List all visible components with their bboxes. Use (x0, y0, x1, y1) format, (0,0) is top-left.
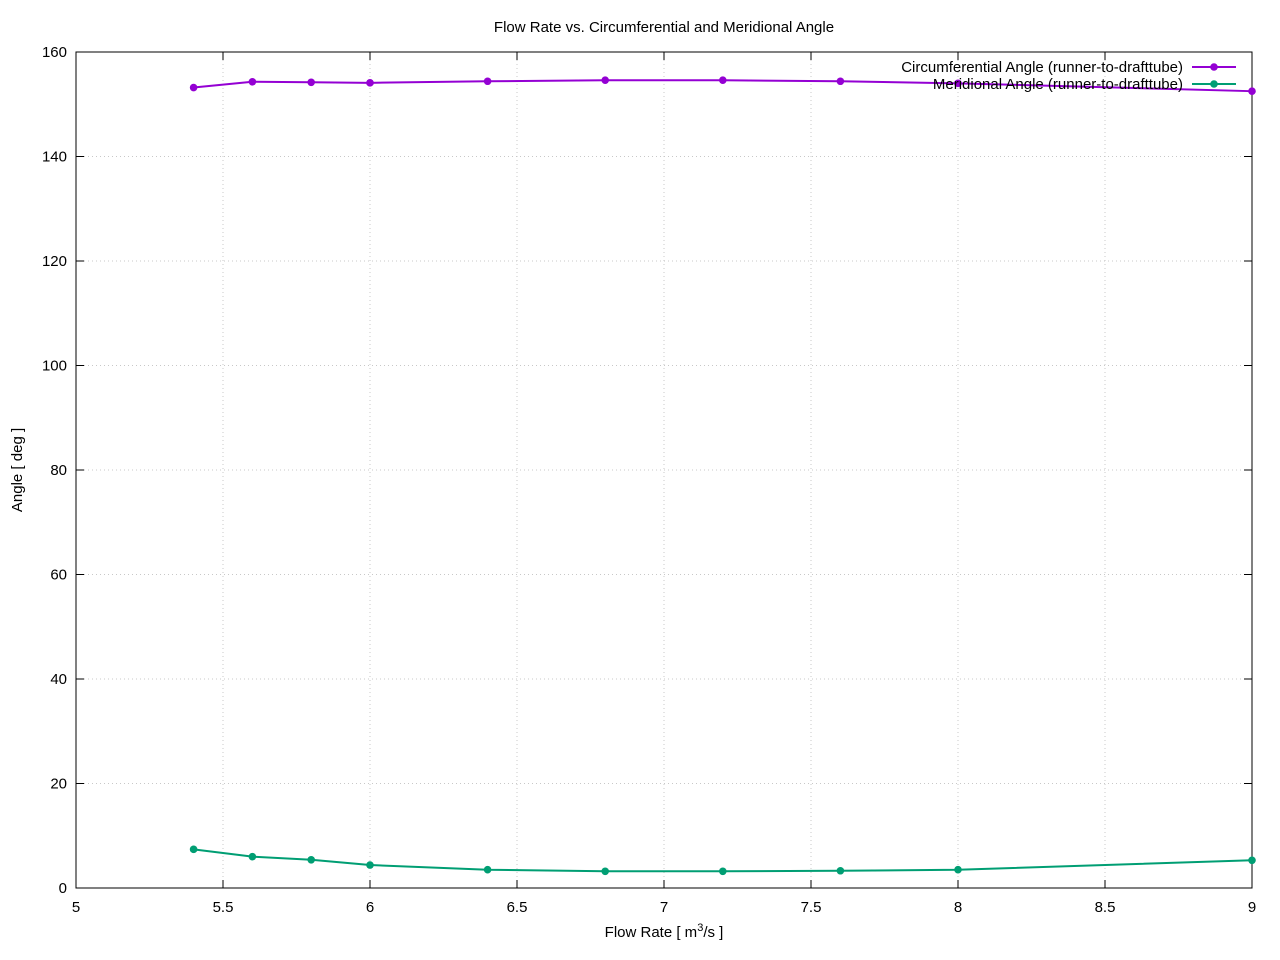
x-axis-label-superscript: 3 (697, 922, 703, 934)
x-tick-label: 6.5 (507, 899, 528, 916)
x-axis-label-main: Flow Rate [ m (605, 924, 698, 941)
data-point (601, 867, 609, 876)
chart-title: Flow Rate vs. Circumferential and Meridi… (494, 19, 834, 36)
x-tick-label: 8 (954, 899, 962, 916)
y-axis-label: Angle [ deg ] (9, 428, 26, 512)
x-tick-label: 9 (1248, 899, 1256, 916)
y-tick-label: 160 (42, 44, 67, 61)
legend-item-2: Meridional Angle (runner-to-drafttube) (933, 76, 1236, 93)
y-tick-label: 80 (50, 462, 67, 479)
x-tick-label: 6 (366, 899, 374, 916)
data-point (836, 866, 845, 875)
series-1 (189, 76, 1256, 95)
y-tick-label: 120 (42, 253, 67, 270)
axis-ticks: 5 5.5 6 6.5 7 7.5 8 8.5 9 0 20 40 60 80 100 120 140 160 (42, 44, 1256, 916)
y-tick-label: 0 (59, 880, 67, 897)
x-tick-label: 5.5 (213, 899, 234, 916)
x-axis-label: Flow Rate [ m3/s ] (605, 922, 724, 941)
legend-swatch-point (1210, 63, 1218, 71)
data-point (366, 861, 374, 869)
data-point (954, 79, 962, 88)
x-tick-label: 5 (72, 899, 80, 916)
x-tick-label: 8.5 (1095, 899, 1116, 916)
grid (76, 52, 1252, 888)
y-tick-label: 20 (50, 776, 67, 793)
data-point (719, 76, 727, 85)
x-axis-label-tail: /s ] (703, 924, 723, 941)
legend: Circumferential Angle (runner-to-drafttu… (901, 59, 1236, 93)
data-point (307, 855, 316, 864)
y-tick-label: 60 (50, 567, 67, 584)
legend-swatch-point (1210, 80, 1218, 88)
data-point (189, 845, 198, 854)
data-point (836, 77, 845, 86)
series-layer (189, 76, 1256, 876)
data-point (601, 76, 609, 85)
y-tick-label: 40 (50, 671, 67, 688)
data-point (189, 83, 198, 92)
data-point (483, 77, 492, 86)
data-point (248, 852, 257, 861)
data-point (483, 865, 492, 874)
data-point (719, 867, 727, 876)
data-point (366, 79, 374, 87)
y-tick-label: 100 (42, 358, 67, 375)
x-tick-label: 7 (660, 899, 668, 916)
legend-label: Circumferential Angle (runner-to-drafttu… (901, 59, 1183, 76)
data-point (1248, 87, 1256, 95)
legend-item-1: Circumferential Angle (runner-to-drafttu… (901, 59, 1236, 76)
data-point (954, 865, 962, 874)
data-point (307, 78, 316, 87)
y-tick-label: 140 (42, 149, 67, 166)
series-2 (189, 845, 1256, 876)
series-line (193, 848, 1253, 873)
legend-label: Meridional Angle (runner-to-drafttube) (933, 76, 1183, 93)
data-point (248, 77, 257, 86)
series-line (193, 79, 1253, 93)
x-tick-label: 7.5 (801, 899, 822, 916)
data-point (1248, 856, 1256, 865)
